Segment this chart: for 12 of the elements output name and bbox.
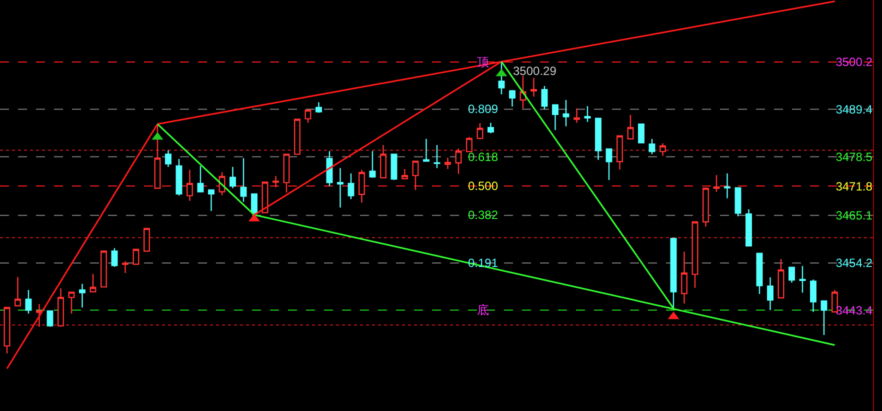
y-tick-label: 3465.1 (836, 208, 873, 223)
y-tick-label: 3500.2 (836, 55, 873, 70)
y-tick-label: 3478.5 (836, 150, 873, 164)
annotation: 0.382 (468, 208, 498, 222)
y-tick-label: 3489.4 (836, 102, 873, 116)
annotation: 0.618 (468, 150, 498, 164)
y-tick-label: 3443.4 (836, 303, 873, 318)
annotation: 3500.29 (513, 64, 557, 78)
y-tick-label: 3454.2 (836, 256, 873, 270)
annotation: 0.809 (468, 102, 498, 116)
y-tick-label: 3471.8 (836, 179, 873, 194)
annotation: 底 (477, 303, 489, 317)
